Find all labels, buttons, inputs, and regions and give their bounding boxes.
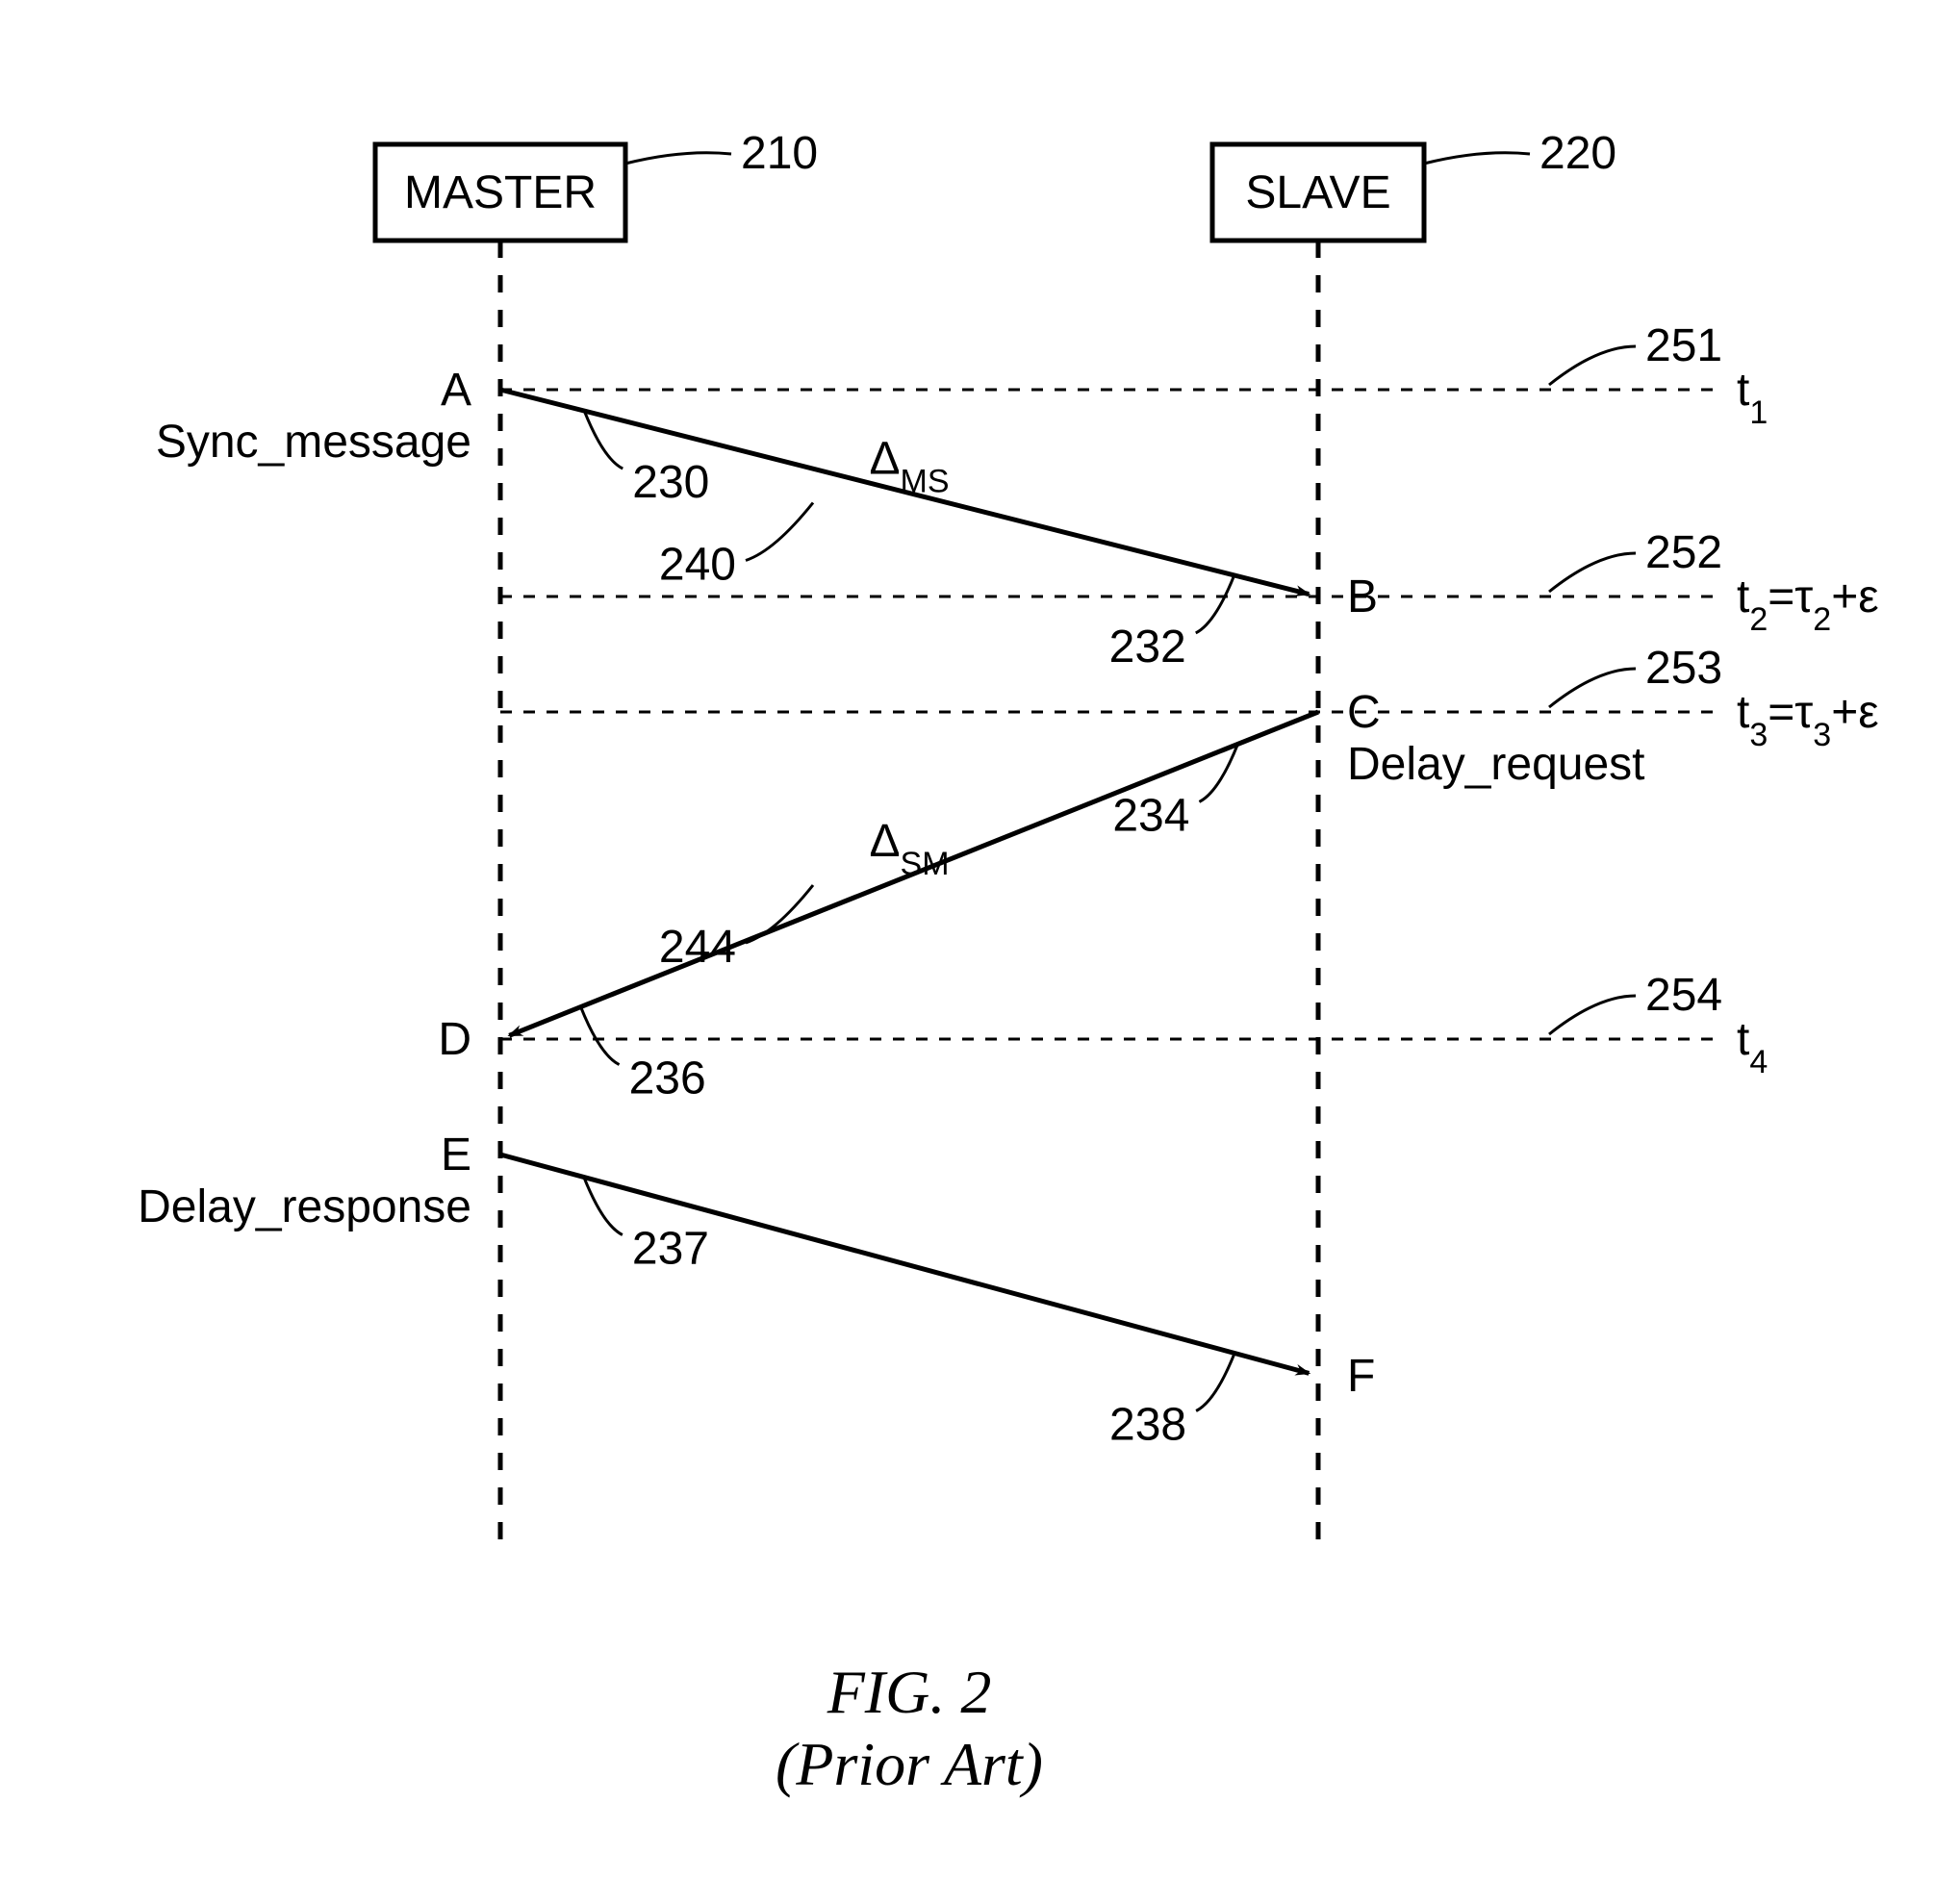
figure-title-line1: FIG. 2: [827, 1658, 992, 1726]
start-ref-CD: 234: [1112, 790, 1189, 841]
event-label-A: A: [441, 365, 471, 416]
end-ref-AB: 232: [1109, 622, 1186, 673]
time-label-t2: t2=τ2+ε: [1737, 571, 1879, 638]
master-ref: 210: [741, 128, 818, 179]
sequence-diagram-svg: MASTER 210 SLAVE 220 t1 251 t2=τ2+ε 252 t3=τ3+ε 2…: [0, 0, 1959, 1904]
time-label-t4: t4: [1737, 1014, 1768, 1080]
time-ref-t1: 251: [1645, 320, 1722, 371]
msg-label-E: Delay_response: [138, 1181, 471, 1232]
start-ref-AB: 230: [632, 457, 709, 508]
event-label-D: D: [438, 1014, 471, 1065]
delta-label-AB: ΔMS: [869, 434, 949, 500]
time-ref-t2: 252: [1645, 527, 1722, 578]
time-label-t3: t3=τ3+ε: [1737, 687, 1879, 753]
time-ref-t3: 253: [1645, 643, 1722, 694]
event-label-F: F: [1347, 1351, 1375, 1402]
event-label-B: B: [1347, 571, 1378, 622]
figure-title-line2: (Prior Art): [776, 1730, 1043, 1798]
event-label-E: E: [441, 1130, 471, 1180]
event-label-C: C: [1347, 687, 1381, 738]
delta-ref-CD: 244: [659, 922, 736, 973]
slave-ref: 220: [1539, 128, 1616, 179]
end-ref-CD: 236: [629, 1054, 706, 1104]
msg-label-C: Delay_request: [1347, 739, 1645, 790]
arrow-EF: [500, 1155, 1309, 1373]
end-ref-EF: 238: [1109, 1399, 1186, 1450]
time-label-t1: t1: [1737, 365, 1768, 431]
delta-ref-AB: 240: [659, 540, 736, 591]
start-ref-EF: 237: [632, 1224, 709, 1275]
time-ref-t4: 254: [1645, 970, 1722, 1021]
master-label: MASTER: [404, 167, 597, 218]
delta-label-CD: ΔSM: [869, 816, 949, 882]
slave-label: SLAVE: [1245, 167, 1390, 218]
msg-label-A: Sync_message: [156, 417, 471, 468]
diagram-container: MASTER 210 SLAVE 220 t1 251 t2=τ2+ε 252 t3=τ3+ε 2…: [0, 0, 1959, 1904]
